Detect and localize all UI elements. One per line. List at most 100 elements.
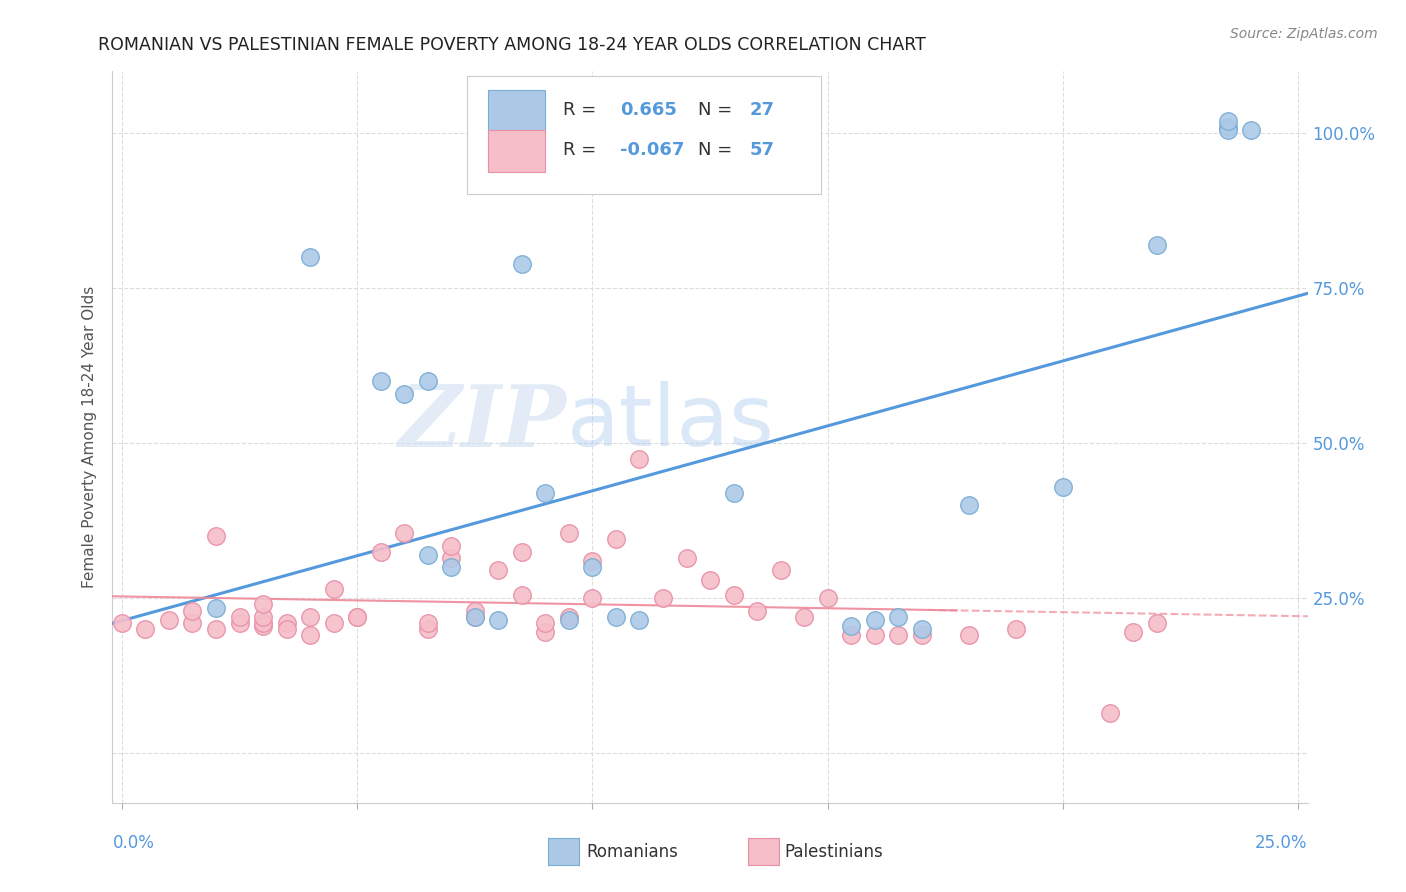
FancyBboxPatch shape [467, 77, 821, 194]
Point [228, 615, 250, 630]
Point [181, 615, 204, 630]
Point [205, 622, 228, 636]
Point [416, 548, 439, 562]
Point [1005, 622, 1028, 636]
Point [1216, 123, 1239, 137]
Point [510, 588, 533, 602]
Text: Source: ZipAtlas.com: Source: ZipAtlas.com [1230, 27, 1378, 41]
Point [416, 615, 439, 630]
Point [440, 560, 463, 574]
Text: 0.665: 0.665 [620, 101, 678, 120]
Point [134, 622, 156, 636]
Text: Palestinians: Palestinians [785, 843, 883, 861]
Point [440, 551, 463, 566]
Point [605, 610, 627, 624]
Point [464, 610, 486, 624]
Point [887, 628, 910, 642]
Point [628, 613, 651, 627]
Point [392, 386, 415, 401]
Text: R =: R = [562, 101, 602, 120]
Text: N =: N = [697, 141, 738, 160]
Point [1216, 114, 1239, 128]
Point [911, 622, 934, 636]
Text: 57: 57 [749, 141, 775, 160]
Point [534, 625, 557, 640]
Point [252, 610, 274, 624]
Point [839, 619, 862, 633]
Point [486, 613, 509, 627]
Point [205, 600, 228, 615]
Point [486, 563, 509, 577]
Point [464, 610, 486, 624]
Text: 25.0%: 25.0% [1256, 834, 1308, 852]
Point [534, 615, 557, 630]
Point [416, 374, 439, 388]
Text: atlas: atlas [567, 381, 775, 464]
Point [581, 554, 603, 568]
Point [370, 374, 392, 388]
Point [793, 610, 815, 624]
Point [392, 526, 415, 541]
Point [723, 486, 745, 500]
Point [299, 610, 322, 624]
Point [322, 615, 344, 630]
Y-axis label: Female Poverty Among 18-24 Year Olds: Female Poverty Among 18-24 Year Olds [82, 286, 97, 588]
Point [723, 588, 745, 602]
Point [558, 613, 581, 627]
Text: -0.067: -0.067 [620, 141, 685, 160]
Point [440, 539, 463, 553]
Point [911, 628, 934, 642]
FancyBboxPatch shape [488, 130, 546, 172]
Point [863, 628, 886, 642]
FancyBboxPatch shape [488, 90, 546, 132]
Text: 0.0%: 0.0% [112, 834, 155, 852]
Point [534, 486, 557, 500]
Point [370, 545, 392, 559]
Point [1098, 706, 1121, 720]
Point [276, 615, 298, 630]
Point [276, 622, 298, 636]
Point [745, 604, 768, 618]
Point [228, 610, 250, 624]
Point [346, 610, 368, 624]
Point [581, 560, 603, 574]
Point [605, 533, 627, 547]
Point [581, 591, 603, 606]
Text: ROMANIAN VS PALESTINIAN FEMALE POVERTY AMONG 18-24 YEAR OLDS CORRELATION CHART: ROMANIAN VS PALESTINIAN FEMALE POVERTY A… [98, 36, 927, 54]
Point [558, 526, 581, 541]
Point [863, 613, 886, 627]
Point [299, 250, 322, 264]
Point [205, 529, 228, 543]
Point [1216, 120, 1239, 135]
Point [252, 598, 274, 612]
Point [652, 591, 675, 606]
Point [957, 628, 980, 642]
Point [510, 256, 533, 270]
Point [628, 451, 651, 466]
Point [464, 604, 486, 618]
Text: 27: 27 [749, 101, 775, 120]
Point [675, 551, 697, 566]
Point [416, 622, 439, 636]
Point [769, 563, 792, 577]
Point [817, 591, 839, 606]
Text: ZIP: ZIP [399, 381, 567, 464]
Point [181, 604, 204, 618]
Point [1146, 615, 1168, 630]
Point [1052, 480, 1074, 494]
Text: R =: R = [562, 141, 602, 160]
Point [839, 628, 862, 642]
Point [252, 615, 274, 630]
Point [1146, 238, 1168, 252]
Point [699, 573, 721, 587]
Point [558, 610, 581, 624]
Point [1240, 123, 1263, 137]
Point [957, 498, 980, 512]
Point [887, 610, 910, 624]
Point [299, 628, 322, 642]
Point [510, 545, 533, 559]
Point [322, 582, 344, 596]
Point [1122, 625, 1144, 640]
Point [157, 613, 180, 627]
Text: N =: N = [697, 101, 738, 120]
